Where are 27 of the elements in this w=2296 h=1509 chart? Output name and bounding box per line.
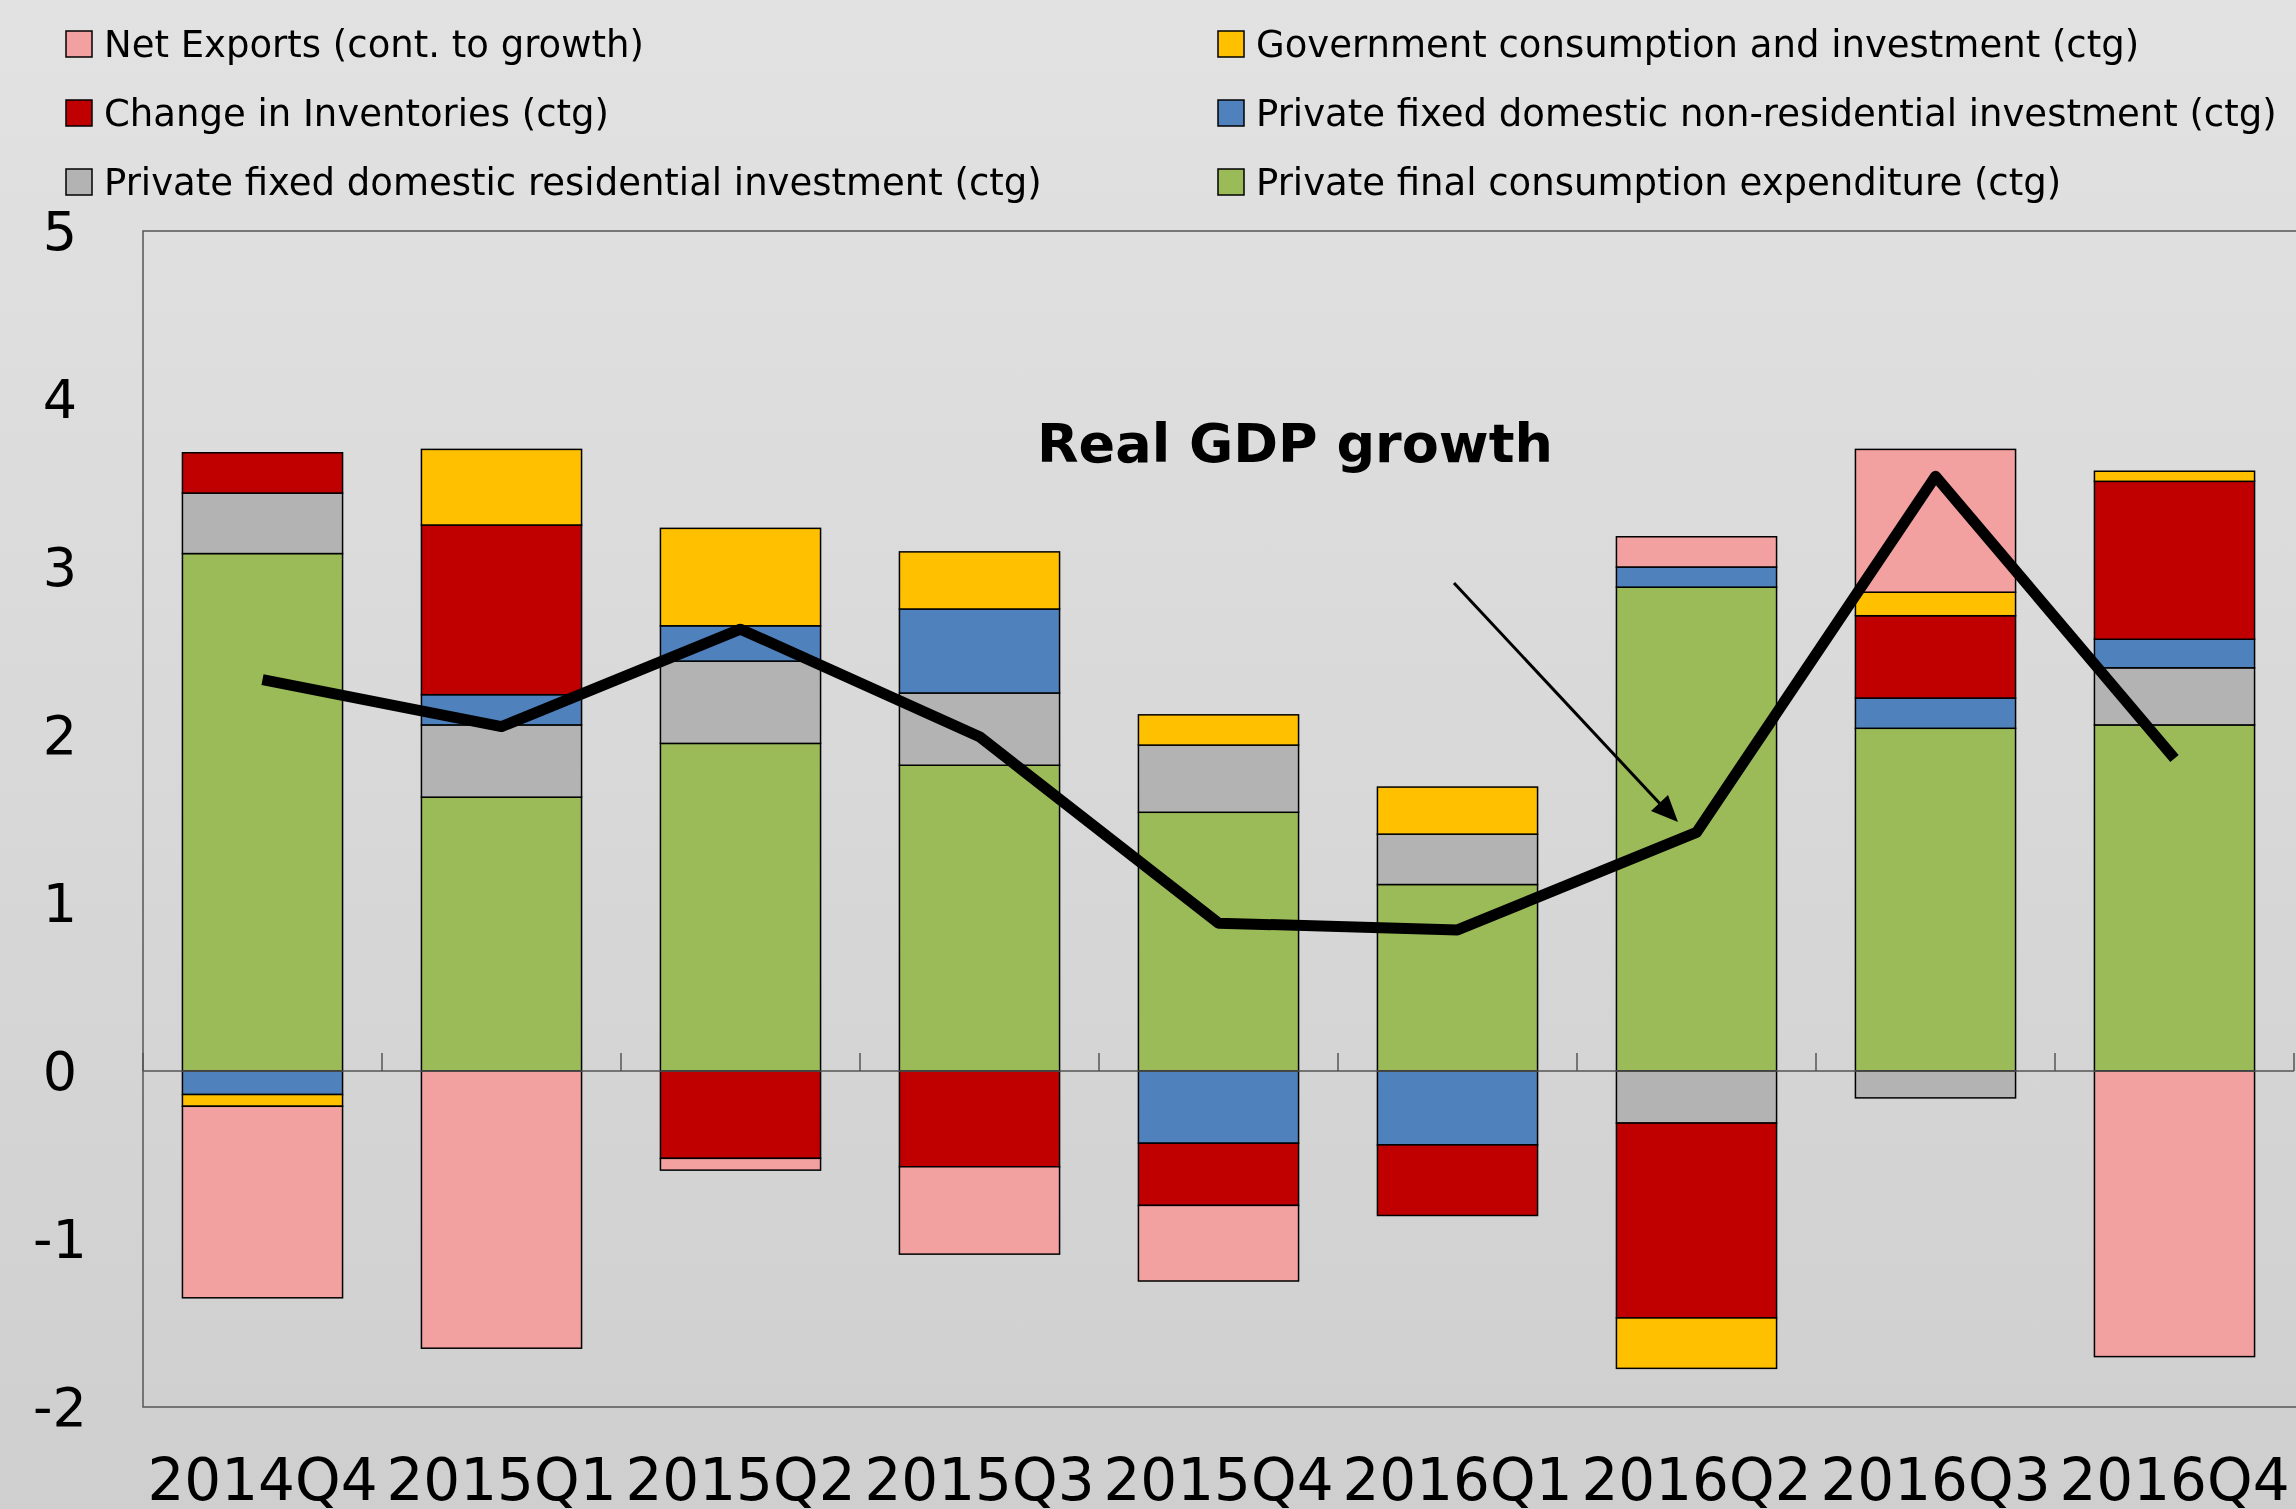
x-tick-label: 2016Q4 xyxy=(2059,1446,2290,1509)
y-tick-label: 2 xyxy=(42,703,78,767)
legend-label: Change in Inventories (ctg) xyxy=(104,91,610,135)
legend-label: Private final consumption expenditure (ctg) xyxy=(1256,160,2062,204)
x-tick-label: 2015Q2 xyxy=(625,1446,856,1509)
y-tick-label: 5 xyxy=(42,199,78,263)
x-tick-label: 2016Q1 xyxy=(1342,1446,1573,1509)
legend-label: Private fixed domestic non-residential investment (ctg) xyxy=(1256,91,2277,135)
x-tick-label: 2014Q4 xyxy=(147,1446,378,1509)
y-tick-label: 4 xyxy=(42,367,78,431)
x-tick-label: 2016Q2 xyxy=(1581,1446,1812,1509)
legend-label: Net Exports (cont. to growth) xyxy=(104,22,644,66)
bar xyxy=(2093,1070,2256,1358)
x-tick-label: 2015Q3 xyxy=(864,1446,1095,1509)
y-tick-label: 1 xyxy=(42,871,78,935)
y-tick-label: 3 xyxy=(42,535,78,599)
x-tick-label: 2015Q4 xyxy=(1103,1446,1334,1509)
x-tick-label: 2016Q3 xyxy=(1820,1446,2051,1509)
annotation: Real GDP growth xyxy=(1036,412,1554,475)
y-tick-label: -1 xyxy=(33,1207,87,1271)
legend-label: Private fixed domestic residential investment (ctg) xyxy=(104,160,1042,204)
bar xyxy=(420,1070,583,1349)
legend-label: Government consumption and investment (ctg) xyxy=(1256,22,2140,66)
x-tick-label: 2015Q1 xyxy=(386,1446,617,1509)
y-tick-label: 0 xyxy=(42,1039,78,1103)
y-tick-label: -2 xyxy=(33,1375,87,1439)
bar xyxy=(1854,1070,2017,1099)
